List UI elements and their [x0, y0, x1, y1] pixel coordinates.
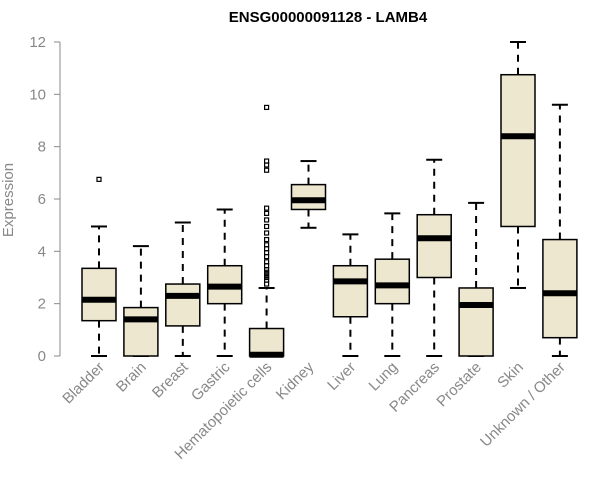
box-10	[500, 41, 536, 289]
outlier-point	[264, 205, 270, 211]
box-5	[290, 160, 327, 229]
y-tick-label: 12	[29, 34, 46, 51]
outlier-point	[264, 158, 270, 164]
y-axis-label: Expression	[0, 163, 17, 237]
x-tick-label: Bladder	[59, 359, 108, 408]
box-7	[374, 212, 411, 357]
box-6	[332, 233, 369, 357]
box-iqr	[332, 264, 369, 318]
outlier-point	[264, 236, 270, 243]
outlier-point	[264, 217, 270, 223]
x-tick-label: Kidney	[273, 358, 318, 403]
outlier-point	[264, 230, 270, 236]
outlier-point	[96, 176, 102, 182]
y-tick-label: 4	[38, 243, 46, 260]
outlier-point	[264, 269, 270, 275]
x-tick-label: Prostate	[433, 359, 485, 411]
box-iqr	[123, 306, 159, 357]
outlier-point	[264, 104, 270, 111]
box-11	[542, 103, 578, 357]
box-8	[416, 158, 452, 357]
box-iqr	[81, 267, 117, 322]
x-tick-label: Skin	[494, 359, 527, 392]
x-tick-label: Lung	[366, 359, 402, 395]
box-1	[123, 245, 159, 357]
y-tick-label: 2	[38, 296, 46, 313]
outlier-point	[264, 242, 270, 248]
outlier-point	[264, 272, 270, 278]
box-iqr	[290, 183, 327, 211]
box-9	[458, 201, 494, 357]
outlier-point	[264, 167, 270, 173]
boxes-group	[81, 41, 578, 358]
box-iqr	[374, 258, 411, 305]
box-iqr	[542, 238, 578, 339]
y-tick-label: 8	[38, 139, 46, 156]
outlier-point	[264, 259, 270, 265]
y-axis: 0 2 4 6 8 10 12	[29, 34, 61, 365]
x-tick-label: Brain	[113, 359, 150, 396]
outlier-point	[264, 274, 270, 281]
box-4	[248, 104, 285, 358]
x-tick-label: Liver	[324, 359, 359, 394]
y-tick-label: 0	[38, 348, 46, 365]
box-iqr	[165, 283, 201, 327]
box-2	[165, 221, 201, 357]
outlier-point	[264, 277, 270, 283]
box-iqr	[500, 73, 536, 228]
box-3	[206, 208, 243, 357]
box-iqr	[458, 287, 494, 357]
box-iqr	[248, 327, 285, 357]
box-iqr	[416, 213, 452, 279]
outlier-point	[264, 210, 270, 216]
y-tick-label: 10	[29, 86, 46, 103]
outlier-point	[264, 223, 270, 230]
chart-title: ENSG00000091128 - LAMB4	[229, 9, 428, 26]
y-tick-label: 6	[38, 191, 46, 208]
box-0	[81, 176, 117, 357]
x-tick-label: Breast	[149, 358, 192, 401]
